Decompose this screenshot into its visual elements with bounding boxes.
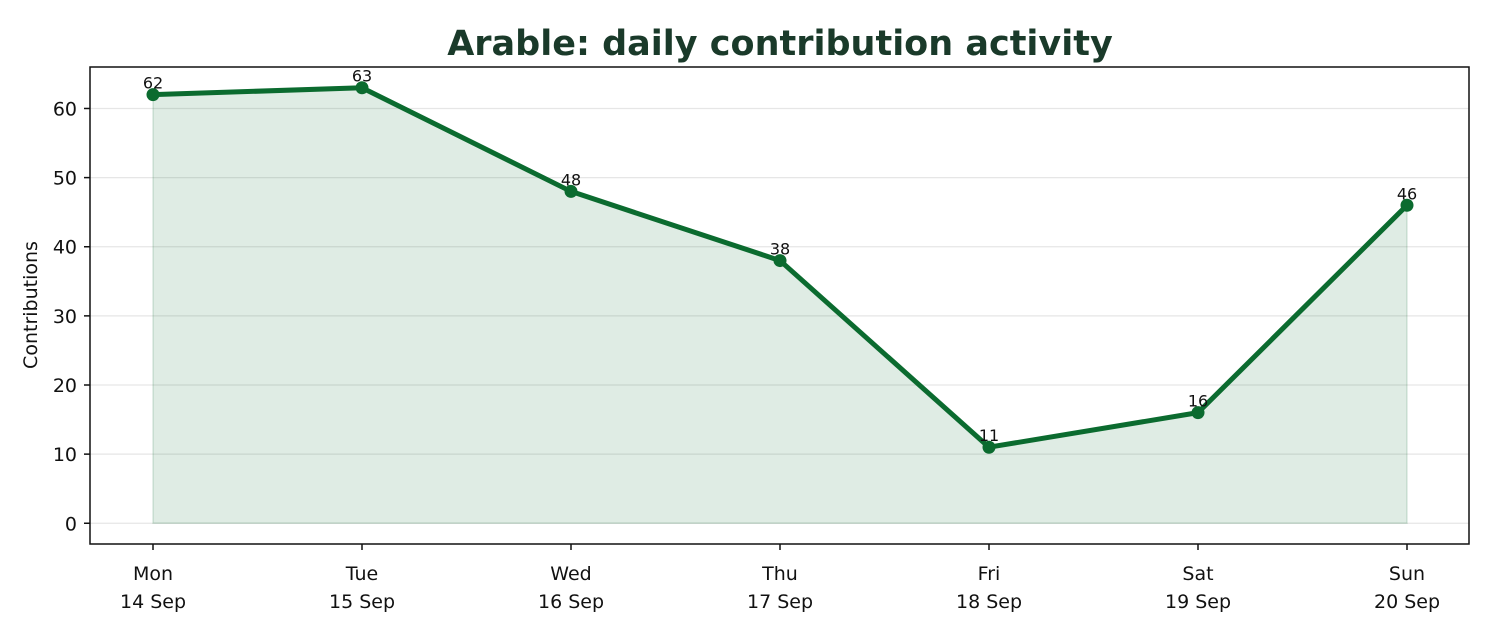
data-label: 38 <box>770 240 790 259</box>
data-point <box>1191 406 1205 420</box>
x-tick-label-date: 15 Sep <box>329 591 395 613</box>
x-tick-label-date: 14 Sep <box>120 591 186 613</box>
data-label: 62 <box>143 74 163 93</box>
data-points-group <box>146 81 1414 454</box>
x-tick-label-day: Mon <box>133 563 173 585</box>
x-tick-label-date: 19 Sep <box>1165 591 1231 613</box>
x-tick-label-day: Sat <box>1182 563 1213 585</box>
data-label: 11 <box>979 426 999 445</box>
x-tick-label-day: Wed <box>550 563 591 585</box>
data-point <box>1400 198 1414 212</box>
y-axis-label: Contributions <box>20 241 42 369</box>
data-label: 48 <box>561 170 581 189</box>
x-tick-label-date: 20 Sep <box>1374 591 1440 613</box>
y-tick-label: 50 <box>53 168 77 190</box>
y-tick-label: 10 <box>53 444 77 466</box>
gridlines <box>90 107 1469 524</box>
x-tick-label-day: Tue <box>345 563 378 585</box>
data-point <box>773 254 787 268</box>
y-tick-label: 60 <box>53 98 77 120</box>
data-label: 46 <box>1397 184 1417 203</box>
x-tick-label-day: Fri <box>978 563 1001 585</box>
data-point <box>146 88 160 102</box>
y-tick-label: 30 <box>53 306 77 328</box>
x-tick-label-day: Thu <box>761 563 798 585</box>
data-label: 16 <box>1188 392 1208 411</box>
plot-frame <box>89 66 1470 545</box>
y-tick-label: 20 <box>53 375 77 397</box>
y-axis-ticks: 0 10 20 30 40 50 60 <box>53 98 90 535</box>
chart-title: Arable: daily contribution activity <box>447 24 1113 64</box>
x-axis-ticks: Mon 14 Sep Tue 15 Sep Wed 16 Sep Thu 17 Sep Fri 1… <box>120 544 1440 613</box>
data-label: 63 <box>352 67 372 86</box>
data-labels-group: 62 63 48 38 11 16 46 <box>143 67 1417 445</box>
x-tick-label-date: 18 Sep <box>956 591 1022 613</box>
y-tick-label: 0 <box>65 513 77 535</box>
x-tick-label-day: Sun <box>1389 563 1425 585</box>
data-point <box>982 440 996 454</box>
x-tick-label-date: 17 Sep <box>747 591 813 613</box>
data-point <box>564 184 578 198</box>
x-tick-label-date: 16 Sep <box>538 591 604 613</box>
data-point <box>355 81 369 95</box>
area-fill-group <box>152 86 1408 525</box>
area-fill <box>152 86 1408 525</box>
y-tick-label: 40 <box>53 237 77 259</box>
